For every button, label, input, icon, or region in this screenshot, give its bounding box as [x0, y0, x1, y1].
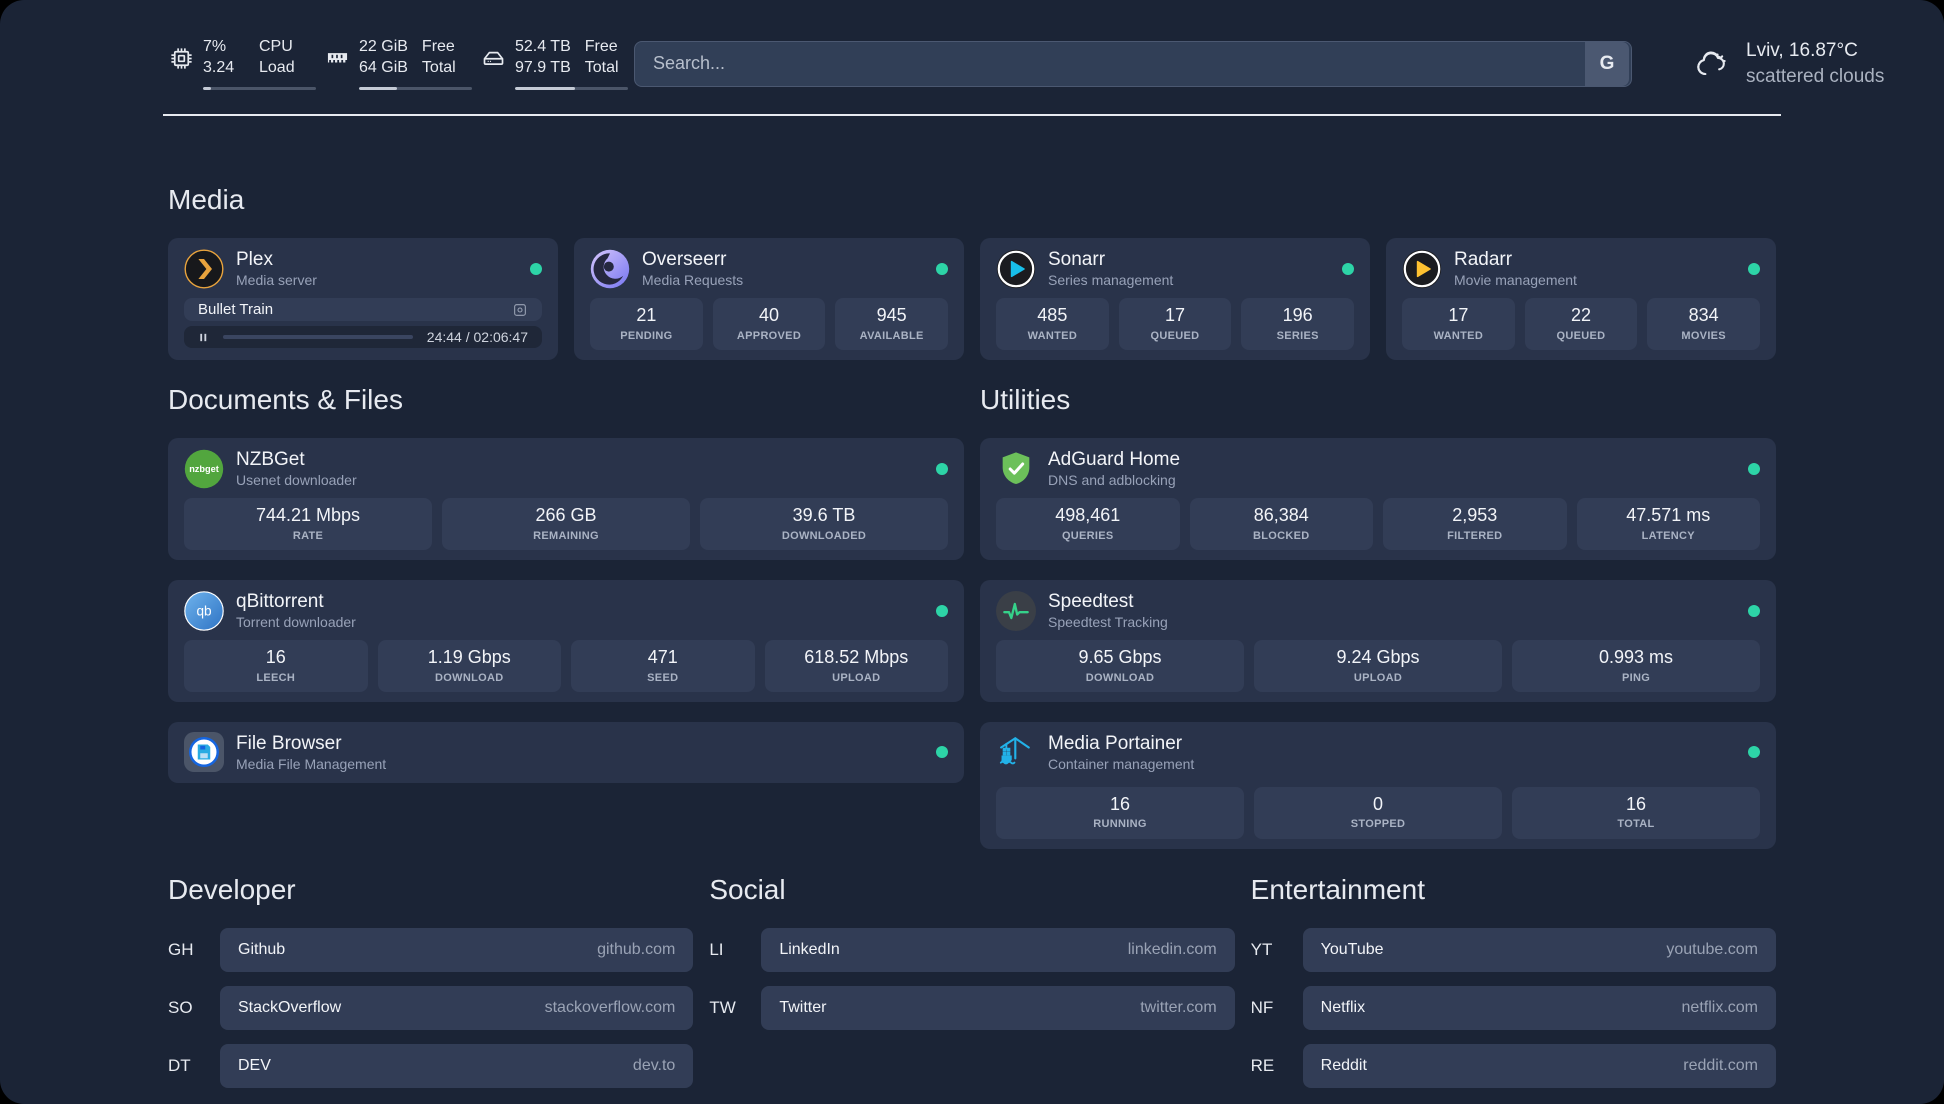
svg-text:qb: qb	[196, 603, 211, 618]
svg-text:nzbget: nzbget	[189, 464, 219, 474]
